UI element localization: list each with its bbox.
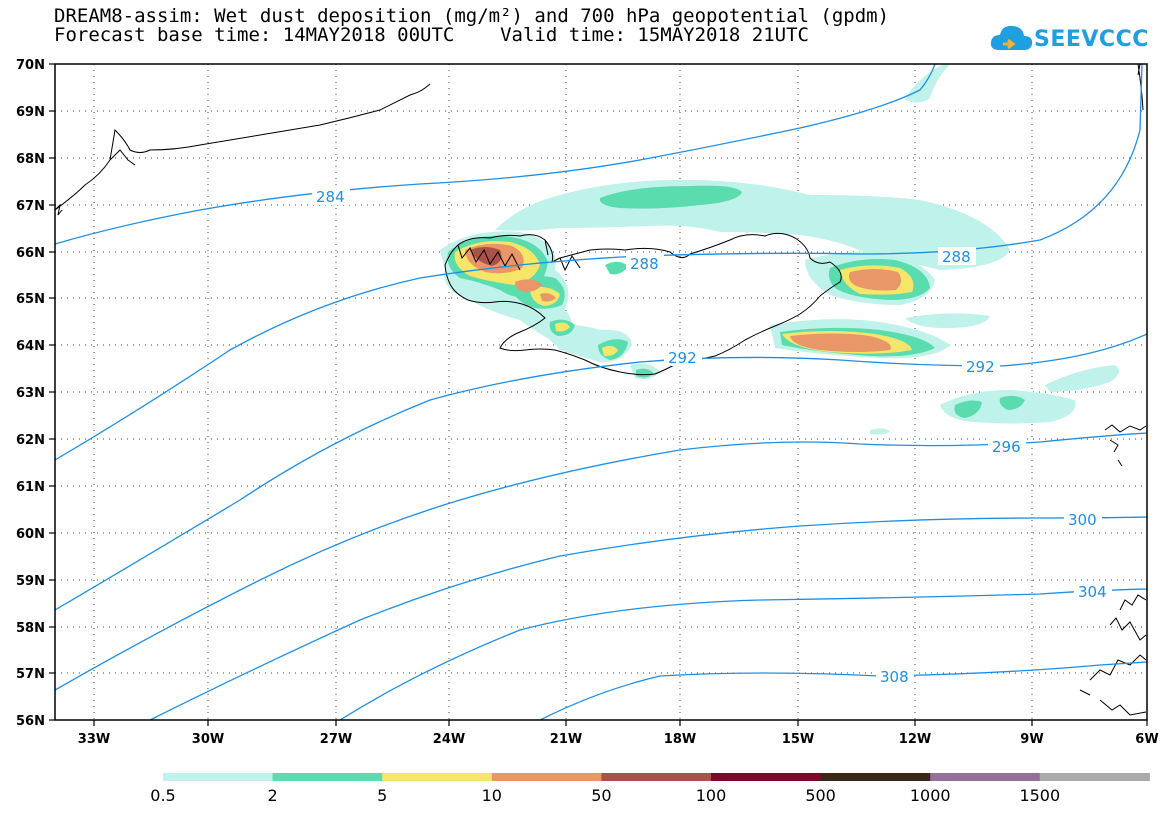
colorbar-tick-label: 0.5 bbox=[150, 786, 176, 805]
logo-text: SEEVCCC bbox=[1034, 27, 1149, 52]
lon-label: 15W bbox=[782, 732, 814, 747]
lat-label: 61N bbox=[16, 480, 45, 495]
contour-label-288-east: 288 bbox=[942, 248, 971, 266]
cloud-icon bbox=[990, 25, 1033, 50]
dust-region-south-yellow bbox=[602, 345, 618, 357]
greenland-coast bbox=[55, 83, 431, 216]
dust-region-nw-brown bbox=[470, 247, 502, 266]
lat-label: 59N bbox=[16, 574, 45, 589]
contour-300 bbox=[149, 516, 1147, 720]
colorbar-tick-label: 1500 bbox=[1019, 786, 1061, 805]
dust-region-northeast-plume bbox=[905, 64, 950, 103]
colorbar-segment bbox=[601, 773, 712, 781]
colorbar-segment bbox=[930, 773, 1041, 781]
contour-label-300: 300 bbox=[1068, 511, 1097, 529]
colorbar-segment bbox=[163, 773, 274, 781]
lat-label: 70N bbox=[16, 58, 45, 73]
dust-region-east-strip bbox=[905, 313, 990, 328]
dust-region-southeast-3 bbox=[870, 428, 890, 435]
colorbar-tick-label: 5 bbox=[377, 786, 388, 805]
lat-label: 58N bbox=[16, 621, 45, 636]
lat-label: 62N bbox=[16, 433, 45, 448]
colorbar-segment bbox=[711, 773, 822, 781]
lat-label: 67N bbox=[16, 199, 45, 214]
lon-label: 12W bbox=[899, 732, 931, 747]
lon-label: 6W bbox=[1135, 732, 1158, 747]
colorbar-segment bbox=[820, 773, 931, 781]
colorbar-tick-label: 100 bbox=[695, 786, 727, 805]
colorbar-segment bbox=[272, 773, 383, 781]
contour-308 bbox=[539, 661, 1147, 720]
axis-ticks bbox=[49, 63, 1148, 726]
contour-label-308: 308 bbox=[880, 668, 909, 686]
dust-region-south-green-2 bbox=[636, 368, 654, 378]
contour-label-288-west: 288 bbox=[630, 255, 659, 273]
lat-label: 65N bbox=[16, 292, 45, 307]
lat-label: 60N bbox=[16, 527, 45, 542]
iceland-fjords-nw bbox=[457, 239, 581, 272]
lat-label: 68N bbox=[16, 152, 45, 167]
colorbar bbox=[163, 773, 1150, 781]
dust-region-sw-yellow bbox=[555, 322, 570, 332]
lon-label: 18W bbox=[664, 732, 696, 747]
faroe-islands bbox=[1104, 424, 1147, 467]
lat-label: 63N bbox=[16, 386, 45, 401]
dust-region-north-green bbox=[599, 185, 742, 209]
contour-296 bbox=[55, 432, 1147, 691]
colorbar-tick-label: 10 bbox=[481, 786, 502, 805]
contour-304 bbox=[339, 588, 1147, 720]
colorbar-segment bbox=[1039, 773, 1150, 781]
shetland-islands bbox=[1109, 594, 1147, 641]
lon-label: 27W bbox=[320, 732, 352, 747]
seevccc-logo: SEEVCCC bbox=[990, 20, 1148, 60]
lon-label: 24W bbox=[433, 732, 465, 747]
lat-label: 56N bbox=[16, 714, 45, 729]
contour-label-292-east: 292 bbox=[966, 358, 995, 376]
colorbar-tick-label: 50 bbox=[591, 786, 612, 805]
dust-region-east-orange bbox=[790, 333, 891, 352]
dust-deposition-field bbox=[440, 64, 1119, 435]
colorbar-segment bbox=[382, 773, 493, 781]
colorbar-tick-label: 2 bbox=[267, 786, 278, 805]
contour-284 bbox=[55, 64, 936, 245]
colorbar-tick-label: 1000 bbox=[909, 786, 951, 805]
lon-label: 21W bbox=[550, 732, 582, 747]
contour-label-304: 304 bbox=[1078, 583, 1107, 601]
contour-label-296: 296 bbox=[992, 438, 1021, 456]
iceland-coast bbox=[444, 232, 842, 376]
lat-label: 64N bbox=[16, 339, 45, 354]
lon-label: 30W bbox=[192, 732, 224, 747]
contour-label-284: 284 bbox=[316, 188, 345, 206]
lon-label: 9W bbox=[1020, 732, 1043, 747]
dust-region-west-orange bbox=[515, 279, 542, 292]
dust-region-east-north-orange bbox=[848, 269, 902, 291]
lat-label: 69N bbox=[16, 105, 45, 120]
lat-label: 57N bbox=[16, 667, 45, 682]
scotland-coast bbox=[1079, 654, 1147, 716]
lon-label: 33W bbox=[78, 732, 110, 747]
contour-labels: 284 288 288 292 292 296 300 304 308 bbox=[312, 187, 1112, 686]
dust-region-mid-green bbox=[605, 261, 628, 275]
colorbar-tick-label: 500 bbox=[805, 786, 836, 805]
coastlines bbox=[55, 64, 1147, 716]
lat-label: 66N bbox=[16, 246, 45, 261]
longitude-labels: 33W 30W 27W 24W 21W 18W 15W 12W 9W 6W bbox=[78, 732, 1159, 747]
dust-region-se-green-2 bbox=[999, 395, 1025, 410]
map-subtitle: Forecast base time: 14MAY2018 00UTC Vali… bbox=[54, 24, 809, 46]
dust-region-west-orange-2 bbox=[540, 293, 556, 302]
colorbar-segment bbox=[491, 773, 602, 781]
latitude-labels: 70N 69N 68N 67N 66N 65N 64N 63N 62N 61N … bbox=[16, 58, 45, 729]
map-title: DREAM8-assim: Wet dust deposition (mg/m²… bbox=[54, 5, 890, 27]
contour-label-292-west: 292 bbox=[668, 349, 697, 367]
dust-region-se-green-1 bbox=[954, 400, 982, 418]
dust-region-southeast-1 bbox=[1045, 365, 1119, 392]
